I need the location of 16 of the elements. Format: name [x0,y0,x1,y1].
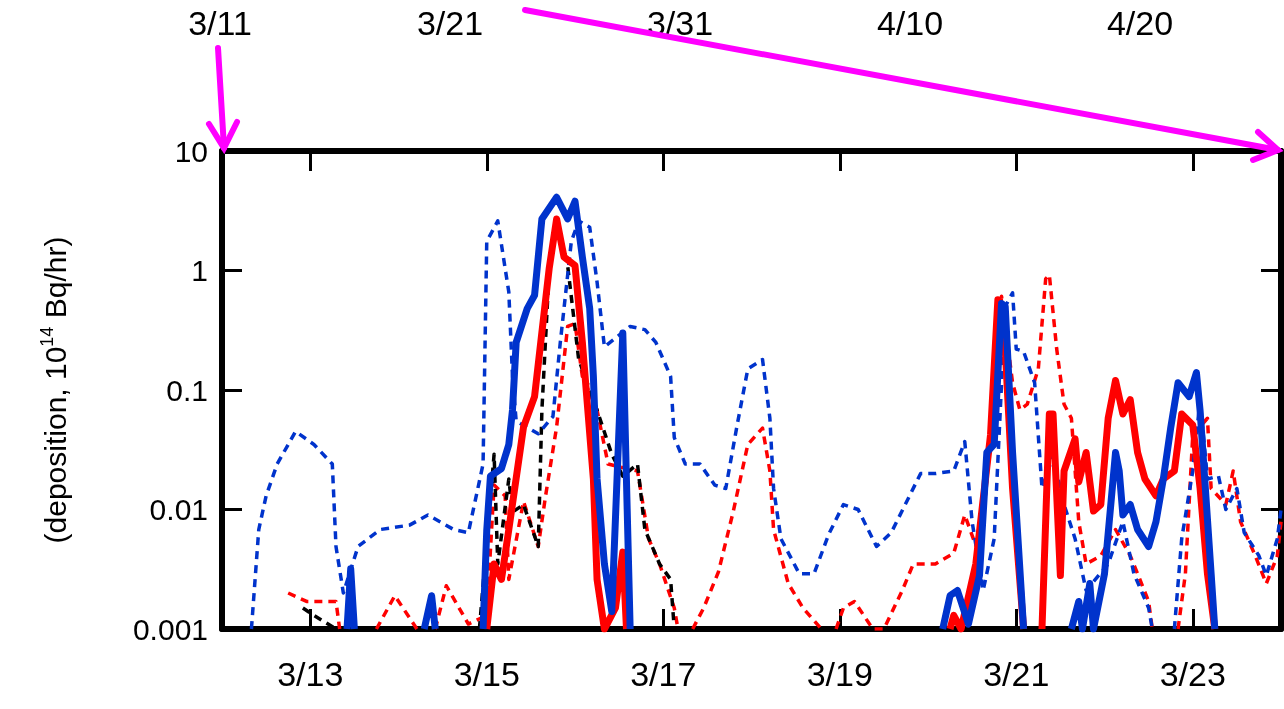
x-tick-label: 3/15 [453,655,520,693]
y-tick-label: 10 [174,134,208,168]
x-tick-label: 3/23 [1159,655,1226,693]
x2-tick-label: 3/11 [188,4,252,42]
y-axis-title: (deposition, 1014 Bq/hr) [37,236,72,544]
x-tick-label: 3/19 [806,655,873,693]
y-tick-label: 0.01 [149,493,208,526]
x2-tick-label: 4/20 [1106,4,1174,42]
y-tick-label: 0.1 [166,373,208,407]
x2-tick-label: 4/10 [876,4,944,42]
x-tick-label: 3/17 [630,655,697,693]
y-tick-label: 1 [191,254,208,287]
x-tick-label: 3/21 [983,655,1050,693]
y-tick-label: 0.001 [132,612,208,646]
x-tick-label: 3/13 [277,655,344,693]
x2-tick-label: 3/21 [416,4,484,42]
